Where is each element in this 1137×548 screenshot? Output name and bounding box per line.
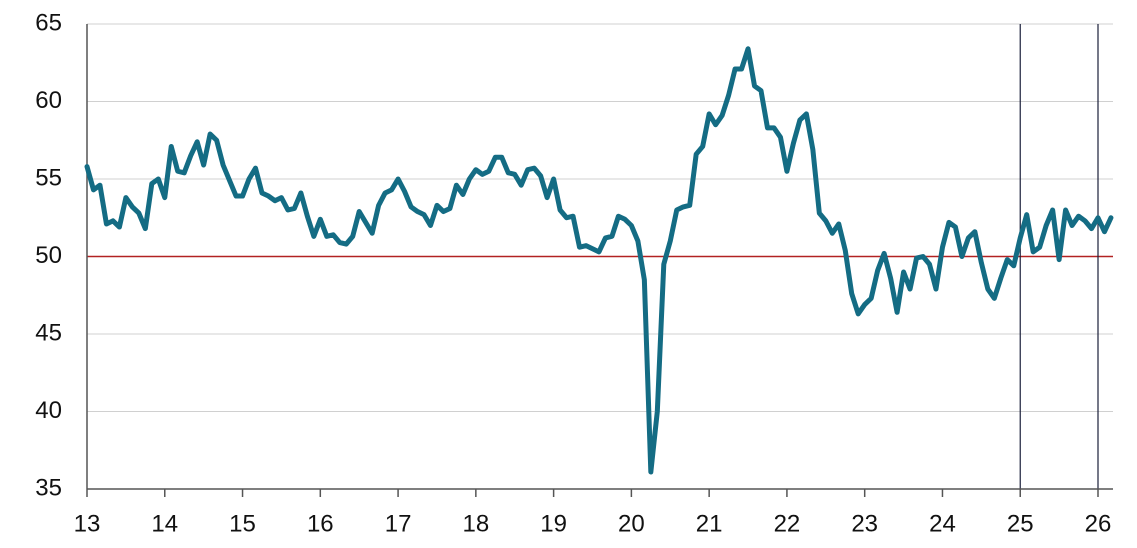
x-tick-label: 17 [385, 510, 412, 537]
x-tick-label: 22 [774, 510, 801, 537]
x-tick-label: 25 [1007, 510, 1034, 537]
x-tick-label: 19 [540, 510, 567, 537]
x-tick-label: 26 [1085, 510, 1112, 537]
y-tick-label: 35 [35, 474, 62, 501]
y-tick-label: 45 [35, 319, 62, 346]
x-tick-label: 15 [229, 510, 256, 537]
x-tick-label: 20 [618, 510, 645, 537]
y-tick-label: 40 [35, 397, 62, 424]
y-tick-label: 65 [35, 9, 62, 36]
x-tick-label: 13 [74, 510, 101, 537]
y-tick-label: 50 [35, 242, 62, 269]
x-tick-label: 23 [851, 510, 878, 537]
line-series [84, 46, 1114, 475]
x-tick-label: 21 [696, 510, 723, 537]
x-tick-label: 14 [151, 510, 178, 537]
x-tick-label: 24 [929, 510, 956, 537]
y-tick-label: 60 [35, 87, 62, 114]
x-tick-label: 18 [462, 510, 489, 537]
y-tick-label: 55 [35, 164, 62, 191]
x-tick-label: 16 [307, 510, 334, 537]
